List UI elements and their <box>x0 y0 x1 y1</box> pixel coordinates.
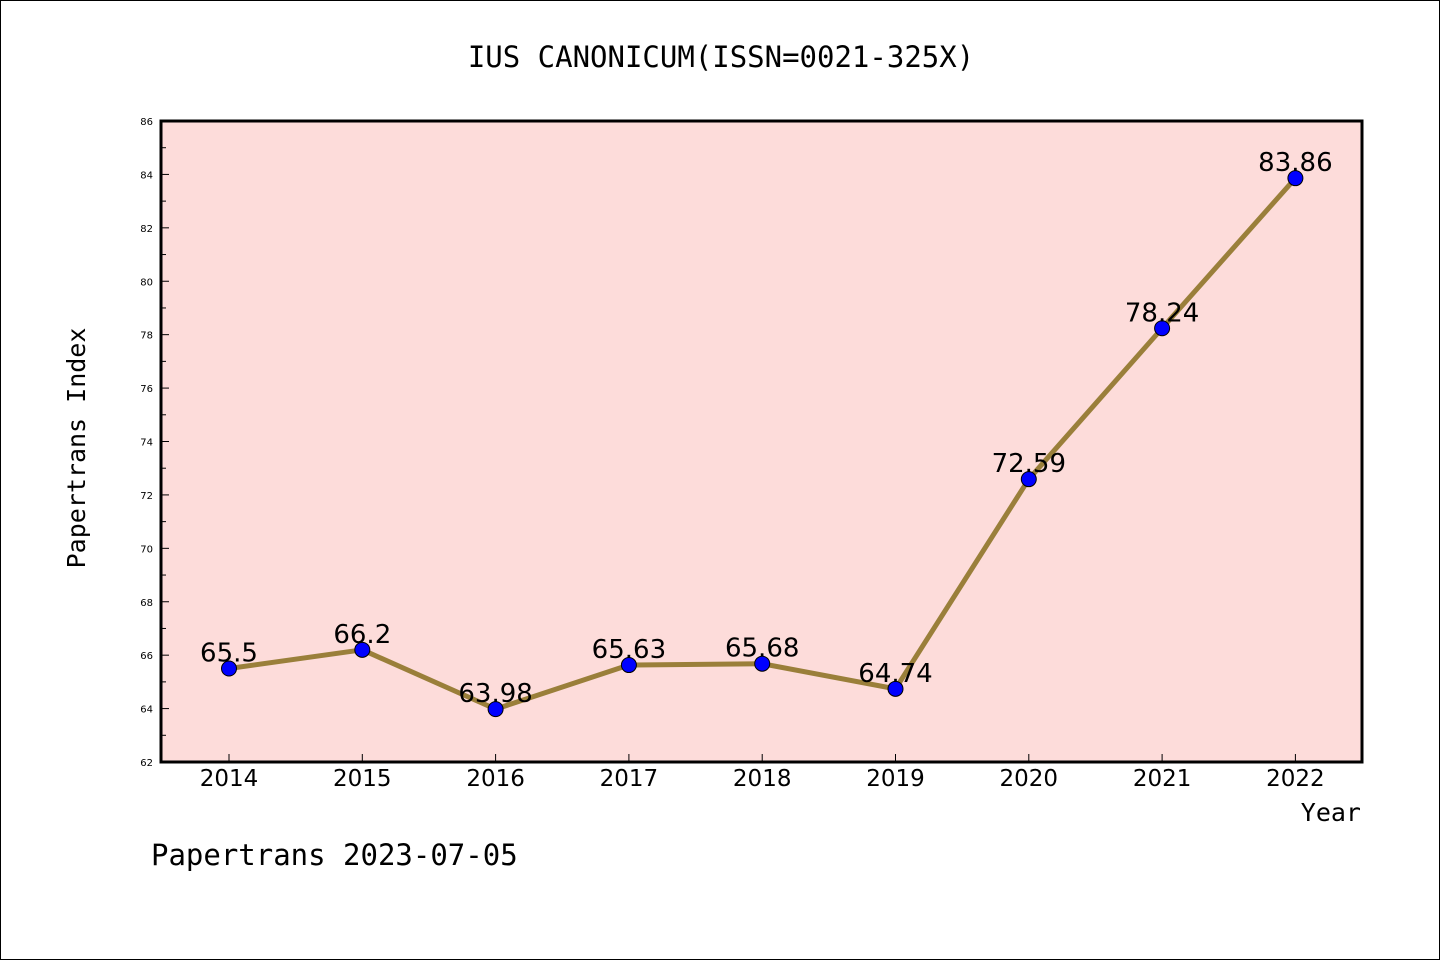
x-tick-label: 2019 <box>866 766 925 792</box>
data-label: 63.98 <box>458 679 532 709</box>
data-label: 65.5 <box>200 639 258 669</box>
y-tick-label: 64 <box>140 705 153 716</box>
footer-note: Papertrans 2023-07-05 <box>151 838 518 872</box>
data-point <box>754 655 771 672</box>
x-tick-label: 2016 <box>466 766 525 792</box>
x-axis-ticks: 2014 2015 2016 2017 2018 2019 2020 2021 2022 <box>200 754 1325 792</box>
y-tick-label: 84 <box>140 170 153 181</box>
x-tick-label: 2020 <box>1000 766 1059 792</box>
y-tick-label: 74 <box>140 438 153 449</box>
y-tick-label: 68 <box>140 598 153 609</box>
y-tick-label: 80 <box>140 277 153 288</box>
x-tick-label: 2018 <box>733 766 792 792</box>
data-point <box>887 680 904 697</box>
data-point <box>1020 471 1037 488</box>
chart-title: IUS CANONICUM(ISSN=0021-325X) <box>468 40 974 74</box>
plot-frame <box>159 119 1364 764</box>
x-tick-label: 2022 <box>1266 766 1325 792</box>
data-point <box>221 660 237 677</box>
data-label: 78.24 <box>1125 298 1199 328</box>
y-tick-label: 72 <box>140 491 153 502</box>
data-label: 72.59 <box>992 449 1066 479</box>
y-tick-label: 66 <box>140 651 153 662</box>
data-markers <box>221 170 1304 718</box>
data-label: 65.68 <box>725 634 799 664</box>
data-point <box>1154 320 1171 337</box>
data-label: 66.2 <box>333 620 391 650</box>
data-label: 65.63 <box>592 635 666 665</box>
x-tick-label: 2014 <box>200 766 259 792</box>
x-tick-label: 2021 <box>1133 766 1192 792</box>
y-axis-label: Papertrans Index <box>62 328 91 569</box>
data-point <box>354 641 371 658</box>
data-point <box>620 657 637 674</box>
y-tick-label: 62 <box>140 758 153 769</box>
x-tick-label: 2015 <box>333 766 392 792</box>
data-point <box>1287 170 1304 187</box>
data-point <box>487 701 504 718</box>
y-tick-label: 76 <box>140 384 153 395</box>
y-tick-label: 86 <box>140 117 153 128</box>
x-tick-label: 2017 <box>600 766 659 792</box>
x-axis-label: Year <box>1301 798 1361 827</box>
y-tick-label: 70 <box>140 544 153 555</box>
y-tick-label: 82 <box>140 224 153 235</box>
data-labels: 65.5 66.2 63.98 65.63 65.68 64.74 72.59 78.24 83… <box>200 148 1333 709</box>
data-label: 83.86 <box>1258 148 1332 178</box>
y-tick-label: 78 <box>140 331 153 342</box>
data-label: 64.74 <box>858 659 932 689</box>
